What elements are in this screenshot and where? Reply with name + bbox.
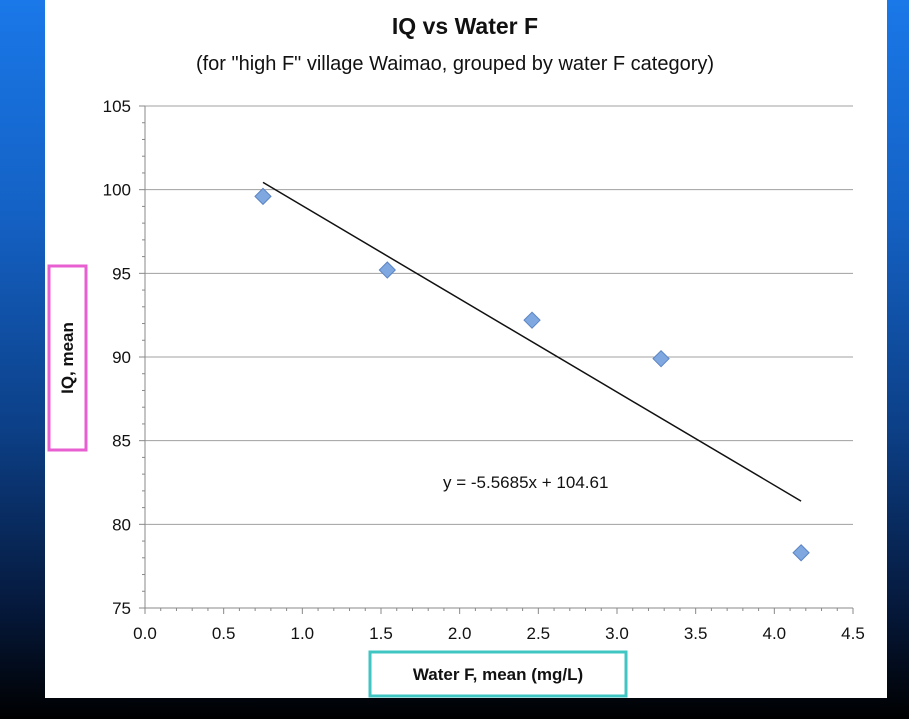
data-point-4 — [792, 544, 810, 562]
data-point-0 — [254, 187, 272, 206]
chart-subtitle: (for "high F" village Waimao, grouped by… — [196, 53, 714, 75]
y-tick-label-75: 75 — [112, 599, 131, 618]
y-tick-label-90: 90 — [112, 348, 131, 367]
x-tick-label-4.0: 4.0 — [763, 624, 787, 643]
y-tick-label-80: 80 — [112, 515, 131, 534]
x-tick-label-3.0: 3.0 — [605, 624, 629, 643]
x-tick-label-2.5: 2.5 — [527, 624, 551, 643]
scatter-chart: 75 80 85 90 95 100 105 0.0 0.5 1.0 1.5 2.0 2.5 3.0 3.5… — [47, 13, 865, 698]
x-axis-label-box — [368, 650, 628, 698]
x-tick-label-1.5: 1.5 — [369, 624, 393, 643]
chart-title: IQ vs Water F — [392, 13, 538, 39]
tick-labels: 75 80 85 90 95 100 105 0.0 0.5 1.0 1.5 2.0 2.5 3.0 3.5… — [103, 97, 865, 643]
x-tick-label-1.0: 1.0 — [291, 624, 315, 643]
data-point-3 — [652, 349, 670, 368]
data-point-1 — [378, 261, 397, 279]
data-point-2 — [523, 311, 541, 329]
y-tick-label-85: 85 — [112, 432, 131, 451]
y-axis-label: IQ, mean — [58, 322, 77, 394]
x-tick-label-3.5: 3.5 — [684, 624, 708, 643]
y-axis-label-box — [47, 264, 88, 452]
y-tick-label-100: 100 — [103, 181, 131, 200]
trendline — [262, 181, 802, 502]
x-tick-label-2.0: 2.0 — [448, 624, 472, 643]
chart-panel: 75 80 85 90 95 100 105 0.0 0.5 1.0 1.5 2.0 2.5 3.0 3.5… — [45, 0, 887, 698]
trendline-equation: y = -5.5685x + 104.61 — [443, 473, 608, 492]
y-tick-label-105: 105 — [103, 97, 131, 116]
gridlines — [145, 105, 853, 525]
x-tick-label-0.5: 0.5 — [212, 624, 236, 643]
data-points — [254, 187, 810, 562]
x-tick-label-0.0: 0.0 — [133, 624, 157, 643]
x-tick-label-4.5: 4.5 — [841, 624, 865, 643]
y-tick-label-95: 95 — [112, 264, 131, 283]
axes — [139, 105, 854, 614]
x-axis-label: Water F, mean (mg/L) — [413, 665, 583, 684]
